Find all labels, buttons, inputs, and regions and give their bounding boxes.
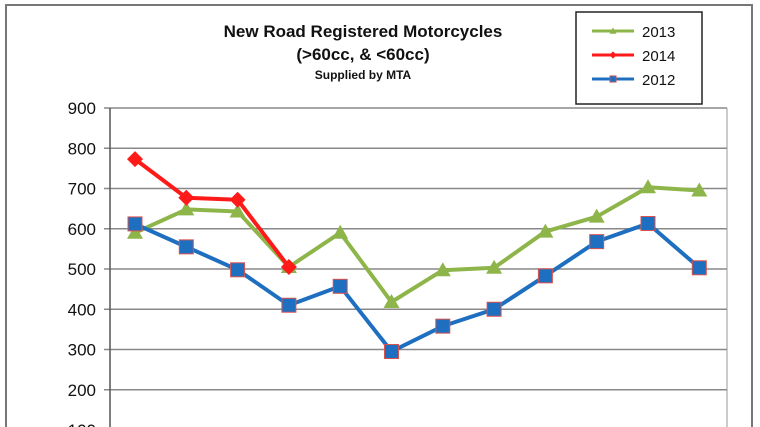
- legend-box: [575, 11, 703, 105]
- series-2013: [127, 179, 708, 309]
- gridlines: [104, 107, 728, 427]
- marker-square: [384, 344, 399, 360]
- marker-triangle: [383, 294, 400, 309]
- marker-triangle: [486, 259, 503, 274]
- legend: 2013 2014 2012: [575, 11, 703, 105]
- series-line-2014: [133, 157, 291, 269]
- legend-label: 2012: [642, 72, 675, 89]
- legend-item-2012: 2012: [592, 72, 675, 89]
- marker-diamond: [280, 258, 297, 275]
- marker-triangle: [691, 182, 708, 197]
- series-2014: [127, 151, 297, 275]
- chart-note: Supplied by MTA: [315, 68, 412, 82]
- y-tick-label: 500: [68, 260, 96, 279]
- series-line-2013: [134, 185, 700, 305]
- marker-square: [537, 268, 553, 284]
- marker-triangle: [609, 27, 617, 34]
- marker-triangle: [127, 224, 143, 239]
- marker-square: [486, 301, 502, 317]
- marker-triangle: [229, 203, 246, 218]
- y-tick-label: 700: [68, 180, 96, 199]
- series-line-2012: [134, 221, 701, 354]
- y-axis-ticks: 100 200 300 400 500 600 700 800 900: [68, 99, 96, 427]
- marker-triangle: [332, 224, 349, 239]
- series-2012: [127, 216, 707, 360]
- marker-triangle: [537, 223, 554, 238]
- legend-label: 2014: [642, 48, 675, 65]
- marker-triangle: [178, 201, 195, 216]
- y-tick-label: 900: [68, 99, 96, 118]
- marker-diamond: [127, 151, 143, 168]
- marker-square: [230, 262, 246, 278]
- marker-diamond: [229, 191, 246, 208]
- y-tick-label: 600: [68, 220, 96, 239]
- marker-square: [609, 75, 617, 83]
- marker-square: [589, 234, 605, 250]
- marker-diamond: [178, 189, 195, 206]
- marker-triangle: [588, 208, 605, 223]
- marker-square: [127, 216, 143, 232]
- legend-item-2013: 2013: [592, 24, 675, 41]
- marker-square: [640, 216, 656, 232]
- y-tick-label: 400: [68, 300, 96, 319]
- marker-triangle: [640, 179, 656, 194]
- y-tick-label: 100: [68, 421, 96, 427]
- marker-square: [281, 297, 297, 313]
- chart-title: New Road Registered Motorcycles: [224, 22, 503, 41]
- series-group: [127, 151, 708, 360]
- y-tick-label: 800: [68, 139, 96, 158]
- y-tick-label: 300: [68, 341, 96, 360]
- legend-label: 2013: [642, 24, 675, 41]
- marker-square: [435, 318, 451, 334]
- chart-subtitle: (>60cc, & <60cc): [296, 45, 429, 64]
- y-tick-label: 200: [68, 381, 96, 400]
- marker-triangle: [434, 262, 451, 277]
- marker-square: [178, 239, 194, 255]
- marker-square: [691, 260, 707, 276]
- marker-diamond: [609, 51, 617, 59]
- legend-item-2014: 2014: [592, 48, 675, 65]
- marker-square: [332, 278, 348, 294]
